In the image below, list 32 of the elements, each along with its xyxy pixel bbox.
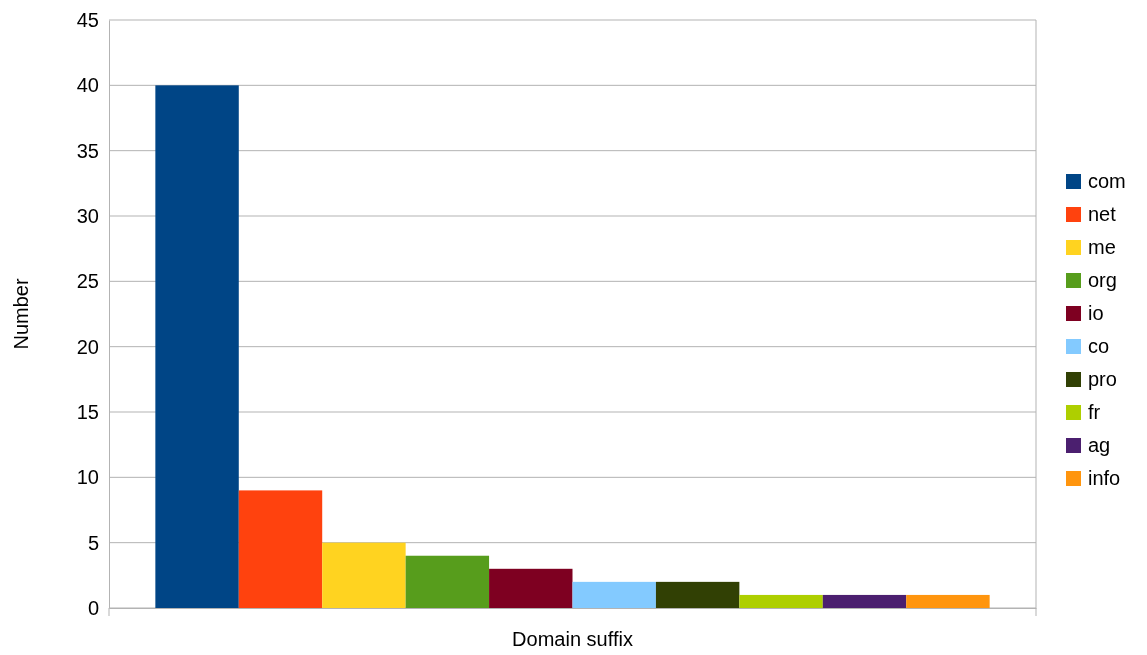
legend-label: org — [1088, 269, 1117, 291]
y-tick-label: 45 — [76, 8, 99, 31]
y-tick-label: 10 — [76, 466, 99, 489]
y-tick-label: 15 — [76, 400, 99, 423]
y-tick-label: 35 — [76, 139, 99, 162]
y-tick-label: 30 — [76, 204, 99, 227]
y-tick-label: 40 — [76, 74, 99, 97]
y-axis-title: Number — [10, 278, 32, 350]
bar — [238, 490, 323, 608]
legend-label: io — [1088, 302, 1104, 324]
bar — [405, 555, 490, 608]
legend-label: pro — [1088, 368, 1117, 390]
y-tick-label: 0 — [87, 596, 99, 619]
legend-label: co — [1088, 335, 1110, 357]
x-axis-title: Domain suffix — [512, 628, 633, 650]
bar — [906, 594, 990, 608]
legend-label: fr — [1088, 401, 1101, 423]
legend-label: net — [1088, 203, 1117, 225]
bar — [655, 581, 740, 608]
legend-label: com — [1088, 170, 1126, 192]
bar — [155, 85, 239, 608]
y-tick-label: 25 — [76, 270, 99, 293]
bar — [739, 594, 823, 608]
bar — [489, 568, 573, 608]
bar — [322, 542, 406, 608]
legend-label: me — [1088, 236, 1116, 258]
y-tick-label: 20 — [76, 335, 99, 358]
legend-label: ag — [1088, 434, 1111, 456]
bar — [822, 594, 907, 608]
y-tick-label: 5 — [87, 531, 99, 554]
legend-label: info — [1088, 467, 1121, 489]
bar — [572, 581, 656, 608]
